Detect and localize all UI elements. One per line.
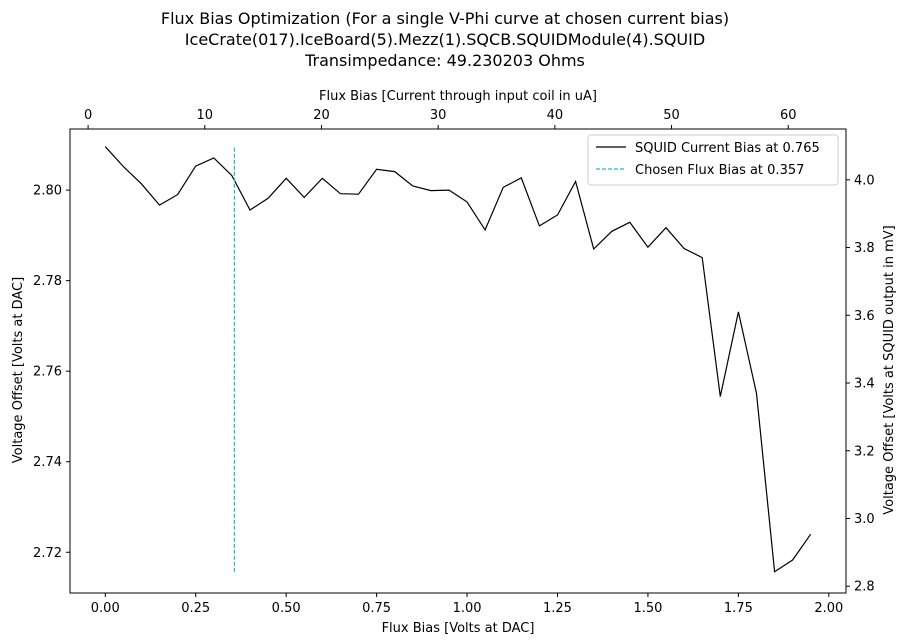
legend-label-squid-current-bias: SQUID Current Bias at 0.765 bbox=[635, 141, 820, 156]
x-tick-label-0.75: 0.75 bbox=[362, 601, 391, 616]
right-tick-label-3.8: 3.8 bbox=[854, 241, 875, 256]
top-tick-label-20: 20 bbox=[313, 108, 330, 123]
x-tick-label-0.25: 0.25 bbox=[181, 601, 210, 616]
chart-title: Flux Bias Optimization (For a single V-P… bbox=[161, 9, 729, 70]
series-line-squid-current-bias-at-0-765 bbox=[104, 146, 812, 573]
top-tick-label-60: 60 bbox=[780, 108, 797, 123]
title-line-3: Transimpedance: 49.230203 Ohms bbox=[304, 51, 585, 70]
legend: SQUID Current Bias at 0.765 Chosen Flux … bbox=[587, 134, 839, 186]
top-tick-label-30: 30 bbox=[430, 108, 447, 123]
right-tick-label-2.8: 2.8 bbox=[854, 580, 875, 595]
y-tick-label-2.72: 2.72 bbox=[33, 546, 62, 561]
y-tick-label-2.80: 2.80 bbox=[33, 184, 62, 199]
axes-layer: 0.00 0.25 0.50 0.75 1.00 1.25 1.50 1.75 2.00 0 10 2… bbox=[33, 108, 875, 616]
y-tick-label-2.76: 2.76 bbox=[33, 365, 62, 380]
x-tick-label-1.25: 1.25 bbox=[543, 601, 572, 616]
series-layer bbox=[104, 146, 812, 573]
right-tick-label-3.6: 3.6 bbox=[854, 309, 875, 324]
x-tick-label-1.50: 1.50 bbox=[633, 601, 662, 616]
top-tick-label-40: 40 bbox=[547, 108, 564, 123]
y-tick-label-2.74: 2.74 bbox=[33, 455, 62, 470]
right-tick-label-3.4: 3.4 bbox=[854, 377, 875, 392]
plot-background bbox=[70, 129, 846, 593]
legend-box bbox=[587, 134, 839, 186]
x-tick-label-1.00: 1.00 bbox=[453, 601, 482, 616]
title-line-1: Flux Bias Optimization (For a single V-P… bbox=[161, 9, 729, 28]
top-axis-label: Flux Bias [Current through input coil in… bbox=[319, 89, 597, 104]
plot-area bbox=[70, 129, 846, 593]
legend-label-chosen-flux-bias: Chosen Flux Bias at 0.357 bbox=[635, 163, 804, 178]
right-tick-label-4.0: 4.0 bbox=[854, 173, 875, 188]
top-tick-label-50: 50 bbox=[663, 108, 680, 123]
x-tick-label-2.00: 2.00 bbox=[814, 601, 843, 616]
right-tick-label-3.0: 3.0 bbox=[854, 512, 875, 527]
x-tick-label-0.50: 0.50 bbox=[272, 601, 301, 616]
y-axis-label: Voltage Offset [Volts at DAC] bbox=[11, 277, 26, 463]
x-tick-label-0.00: 0.00 bbox=[91, 601, 120, 616]
axes-frame bbox=[69, 128, 847, 594]
title-line-2: IceCrate(017).IceBoard(5).Mezz(1).SQCB.S… bbox=[185, 30, 705, 49]
top-tick-label-0: 0 bbox=[84, 108, 92, 123]
x-tick-label-1.75: 1.75 bbox=[724, 601, 753, 616]
top-tick-label-10: 10 bbox=[197, 108, 214, 123]
x-axis-label: Flux Bias [Volts at DAC] bbox=[382, 621, 535, 636]
y-tick-label-2.78: 2.78 bbox=[33, 274, 62, 289]
right-axis-label: Voltage Offset [Volts at SQUID output in… bbox=[882, 225, 897, 514]
right-tick-label-3.2: 3.2 bbox=[854, 444, 875, 459]
